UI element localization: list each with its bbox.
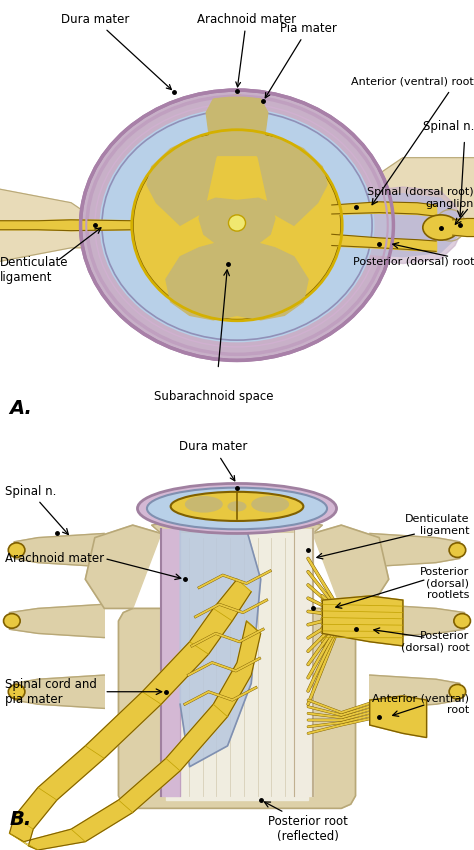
Ellipse shape (4, 614, 20, 628)
Ellipse shape (133, 131, 341, 320)
Polygon shape (152, 513, 322, 534)
Ellipse shape (454, 614, 470, 628)
Polygon shape (370, 604, 465, 638)
Text: Spinal n.: Spinal n. (423, 120, 474, 133)
Polygon shape (180, 530, 261, 767)
Ellipse shape (185, 496, 223, 513)
Text: Dura mater: Dura mater (179, 440, 247, 481)
Polygon shape (9, 580, 261, 850)
Text: Posterior
(dorsal)
rootlets: Posterior (dorsal) rootlets (420, 567, 469, 600)
Polygon shape (199, 198, 275, 248)
Ellipse shape (251, 496, 289, 513)
Polygon shape (118, 609, 356, 808)
Text: Spinal (dorsal root)
ganglion: Spinal (dorsal root) ganglion (367, 187, 474, 209)
Polygon shape (0, 190, 104, 261)
Ellipse shape (8, 543, 25, 558)
Ellipse shape (137, 484, 337, 534)
Text: Arachnoid mater: Arachnoid mater (197, 13, 296, 87)
Polygon shape (161, 530, 180, 796)
Polygon shape (0, 220, 133, 230)
Polygon shape (166, 243, 308, 320)
Ellipse shape (228, 502, 246, 512)
Polygon shape (370, 534, 460, 567)
Polygon shape (14, 675, 104, 708)
Polygon shape (85, 525, 161, 609)
Ellipse shape (147, 488, 327, 530)
Ellipse shape (423, 215, 459, 240)
Polygon shape (341, 187, 465, 264)
Polygon shape (147, 135, 223, 225)
Polygon shape (166, 534, 308, 800)
Text: Posterior root
(reflected): Posterior root (reflected) (268, 815, 348, 843)
Text: Arachnoid mater: Arachnoid mater (5, 552, 104, 565)
Text: Spinal cord and
pia mater: Spinal cord and pia mater (5, 677, 97, 706)
Ellipse shape (449, 684, 465, 699)
Polygon shape (14, 534, 104, 567)
Ellipse shape (8, 684, 25, 699)
Polygon shape (356, 158, 474, 235)
Text: Denticulate
ligament: Denticulate ligament (0, 257, 69, 284)
Polygon shape (370, 675, 460, 708)
Polygon shape (9, 604, 104, 638)
Text: Posterior
(dorsal) root: Posterior (dorsal) root (401, 631, 469, 653)
Polygon shape (322, 596, 403, 646)
Text: Dura mater: Dura mater (61, 13, 172, 89)
Polygon shape (251, 135, 327, 225)
Text: Spinal n.: Spinal n. (5, 485, 56, 498)
Ellipse shape (100, 108, 374, 343)
Text: Pia mater: Pia mater (265, 21, 337, 98)
Ellipse shape (171, 492, 303, 521)
Text: A.: A. (9, 400, 32, 418)
Text: B.: B. (9, 810, 32, 829)
Polygon shape (294, 530, 313, 796)
Polygon shape (453, 218, 474, 236)
Text: Subarachnoid space: Subarachnoid space (154, 390, 273, 403)
Polygon shape (313, 525, 389, 609)
Ellipse shape (81, 90, 393, 360)
Ellipse shape (449, 543, 465, 558)
Text: Posterior (dorsal) root: Posterior (dorsal) root (353, 257, 474, 266)
Polygon shape (370, 696, 427, 738)
Text: Anterior (ventral)
root: Anterior (ventral) root (372, 694, 469, 715)
Polygon shape (341, 194, 465, 257)
Ellipse shape (228, 215, 246, 231)
Polygon shape (206, 94, 268, 156)
Text: Denticulate
ligament: Denticulate ligament (405, 514, 469, 536)
Text: Anterior (ventral) root: Anterior (ventral) root (351, 76, 474, 86)
